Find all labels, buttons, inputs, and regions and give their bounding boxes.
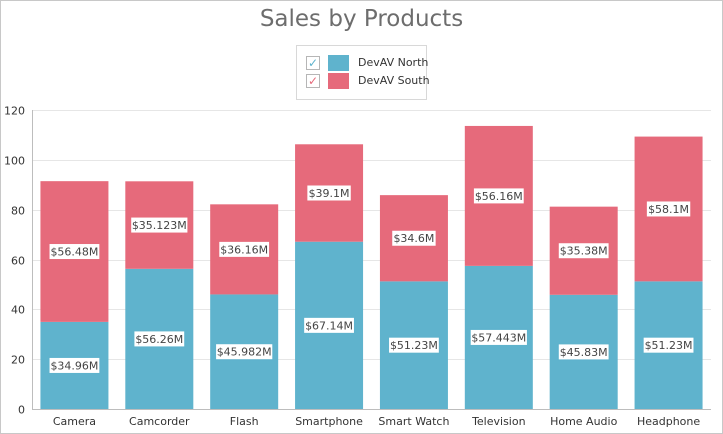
data-label-box (218, 240, 271, 258)
data-label-box (48, 243, 101, 261)
legend-checkbox-north-check-icon[interactable]: ✓ (306, 56, 320, 70)
data-label-box (215, 343, 274, 361)
data-label-box (306, 184, 352, 202)
data-label-box (557, 343, 610, 361)
y-tick-label: 80 (11, 205, 25, 218)
x-tick-label: Flash (230, 415, 259, 428)
legend-swatch-north (328, 55, 349, 71)
x-tick-label: Camcorder (129, 415, 190, 428)
data-label-box (472, 187, 525, 205)
y-tick-label: 0 (18, 404, 25, 417)
data-label-box (469, 328, 528, 346)
legend-item-devav-south[interactable]: ✓ DevAV South (306, 73, 430, 91)
data-label: $51.23M (390, 339, 438, 352)
legend-checkbox-south-check-icon[interactable]: ✓ (306, 74, 320, 88)
y-tick-label: 20 (11, 354, 25, 367)
data-label-box (48, 356, 101, 374)
x-tick-label: Camera (53, 415, 96, 428)
data-label: $57.443M (471, 331, 526, 344)
data-label: $36.16M (220, 243, 268, 256)
legend-label-south: DevAV South (358, 74, 430, 87)
data-label-box (642, 336, 695, 354)
y-tick-label: 40 (11, 304, 25, 317)
data-label-box (645, 200, 692, 218)
data-label: $56.26M (135, 333, 183, 346)
x-tick-label: Home Audio (550, 415, 618, 428)
x-tick-label: Smart Watch (378, 415, 449, 428)
data-label: $56.16M (475, 190, 523, 203)
legend-label-north: DevAV North (358, 56, 429, 69)
data-label: $58.1M (648, 203, 689, 216)
data-label: $35.38M (560, 245, 608, 258)
data-label: $34.96M (50, 359, 98, 372)
x-tick-label: Television (471, 415, 526, 428)
data-label-box (557, 242, 610, 260)
data-label: $34.6M (393, 232, 434, 245)
x-tick-label: Smartphone (295, 415, 363, 428)
x-tick-label: Headphone (637, 415, 700, 428)
y-tick-label: 120 (4, 105, 25, 118)
data-label: $35.123M (132, 219, 187, 232)
data-label-box (130, 216, 189, 234)
legend-swatch-south (328, 73, 349, 89)
legend: ✓ DevAV North ✓ DevAV South (296, 45, 430, 100)
chart-title: Sales by Products (259, 6, 464, 32)
legend-item-devav-north[interactable]: ✓ DevAV North (306, 55, 428, 73)
data-label: $67.14M (305, 319, 353, 332)
data-label-box (391, 229, 437, 247)
data-label: $45.83M (560, 346, 608, 359)
data-label-box (303, 316, 355, 334)
data-label: $56.48M (50, 246, 98, 259)
y-tick-label: 60 (11, 255, 25, 268)
y-tick-label: 100 (4, 155, 25, 168)
data-label-box (388, 336, 440, 354)
data-label-box (133, 330, 186, 348)
data-label: $39.1M (309, 187, 350, 200)
data-label: $51.23M (645, 339, 693, 352)
data-label: $45.982M (217, 346, 272, 359)
